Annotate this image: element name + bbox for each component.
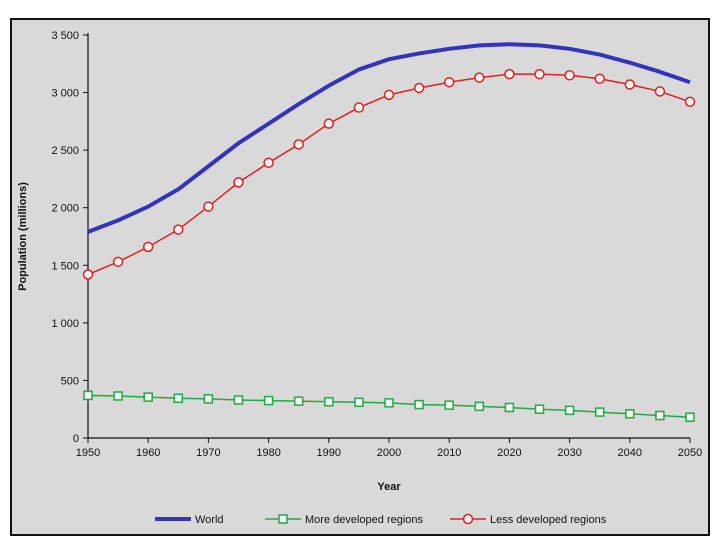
x-tick-label: 2030 xyxy=(557,447,581,459)
data-point-more-developed-regions xyxy=(504,402,515,413)
legend-label-more-developed-regions: More developed regions xyxy=(305,514,424,526)
x-tick-label: 2000 xyxy=(377,447,401,459)
data-point-less-developed-regions xyxy=(112,256,124,268)
data-point-less-developed-regions xyxy=(353,102,365,113)
y-tick-label: 2 500 xyxy=(51,145,79,157)
data-point-more-developed-regions xyxy=(474,401,485,412)
data-point-less-developed-regions xyxy=(654,86,666,97)
data-point-less-developed-regions xyxy=(142,241,154,253)
y-tick-label: 500 xyxy=(61,375,79,387)
y-tick-label: 3 500 xyxy=(51,30,79,42)
series-line-world xyxy=(87,42,691,234)
x-tick-label: 2020 xyxy=(497,447,521,459)
y-tick-label: 0 xyxy=(73,433,79,445)
data-point-more-developed-regions xyxy=(685,412,695,423)
data-point-more-developed-regions xyxy=(324,396,334,407)
series-line-less-developed-regions xyxy=(87,73,691,276)
data-point-more-developed-regions xyxy=(143,392,153,402)
data-point-less-developed-regions xyxy=(263,157,274,169)
data-point-less-developed-regions xyxy=(564,70,575,81)
data-point-more-developed-regions xyxy=(233,395,244,405)
legend-label-world: World xyxy=(195,514,224,526)
data-point-more-developed-regions xyxy=(594,407,605,417)
x-axis-title: Year xyxy=(377,481,401,493)
data-point-more-developed-regions xyxy=(414,399,424,410)
y-axis-ticks: 0 500 1 000 1 500 2 000 2 500 3 000 3 500 xyxy=(51,30,88,445)
data-point-more-developed-regions xyxy=(203,394,214,404)
data-point-more-developed-regions xyxy=(83,390,93,401)
data-point-less-developed-regions xyxy=(203,201,214,212)
x-axis-ticks: 1950 1960 1970 1980 1990 2000 2010 2020 2030 2040… xyxy=(76,438,702,459)
data-point-less-developed-regions xyxy=(323,118,335,129)
series-layer xyxy=(82,42,696,423)
y-tick-label: 1 500 xyxy=(51,260,79,272)
data-point-more-developed-regions xyxy=(263,395,274,406)
x-tick-label: 2050 xyxy=(678,447,702,459)
data-point-less-developed-regions xyxy=(293,139,304,150)
x-tick-label: 1980 xyxy=(256,447,280,459)
data-point-less-developed-regions xyxy=(233,177,244,188)
data-point-more-developed-regions xyxy=(444,400,454,410)
x-tick-label: 1960 xyxy=(136,447,160,459)
data-point-less-developed-regions xyxy=(624,79,636,90)
data-point-less-developed-regions xyxy=(173,224,184,235)
x-tick-label: 2040 xyxy=(618,447,642,459)
data-point-more-developed-regions xyxy=(384,398,394,408)
x-tick-label: 2010 xyxy=(437,447,461,459)
legend-marker-less-developed-regions xyxy=(462,513,474,525)
y-tick-label: 1 000 xyxy=(51,318,79,330)
data-point-more-developed-regions xyxy=(293,396,304,406)
data-point-more-developed-regions xyxy=(173,393,184,404)
legend-label-less-developed-regions: Less developed regions xyxy=(490,514,607,526)
x-tick-label: 1990 xyxy=(317,447,341,459)
data-point-less-developed-regions xyxy=(443,76,455,88)
data-point-less-developed-regions xyxy=(684,96,696,108)
x-tick-label: 1950 xyxy=(76,447,100,459)
legend: World More developed regions Less develope… xyxy=(155,513,607,526)
data-point-more-developed-regions xyxy=(354,397,364,408)
data-point-more-developed-regions xyxy=(534,404,545,414)
legend-marker-more-developed-regions xyxy=(278,514,288,524)
data-point-less-developed-regions xyxy=(474,72,485,83)
data-point-more-developed-regions xyxy=(625,409,635,419)
y-tick-label: 2 000 xyxy=(51,203,79,215)
data-point-more-developed-regions xyxy=(113,391,123,401)
data-point-less-developed-regions xyxy=(594,73,605,85)
data-point-less-developed-regions xyxy=(413,82,425,94)
data-point-less-developed-regions xyxy=(534,68,545,80)
data-point-less-developed-regions xyxy=(383,89,395,101)
y-axis-title: Population (millions) xyxy=(17,182,29,291)
y-tick-label: 3 000 xyxy=(51,88,79,100)
data-point-more-developed-regions xyxy=(655,410,665,421)
data-point-less-developed-regions xyxy=(504,68,515,80)
data-point-less-developed-regions xyxy=(82,269,94,280)
x-tick-label: 1970 xyxy=(196,447,220,459)
data-point-more-developed-regions xyxy=(564,405,575,416)
